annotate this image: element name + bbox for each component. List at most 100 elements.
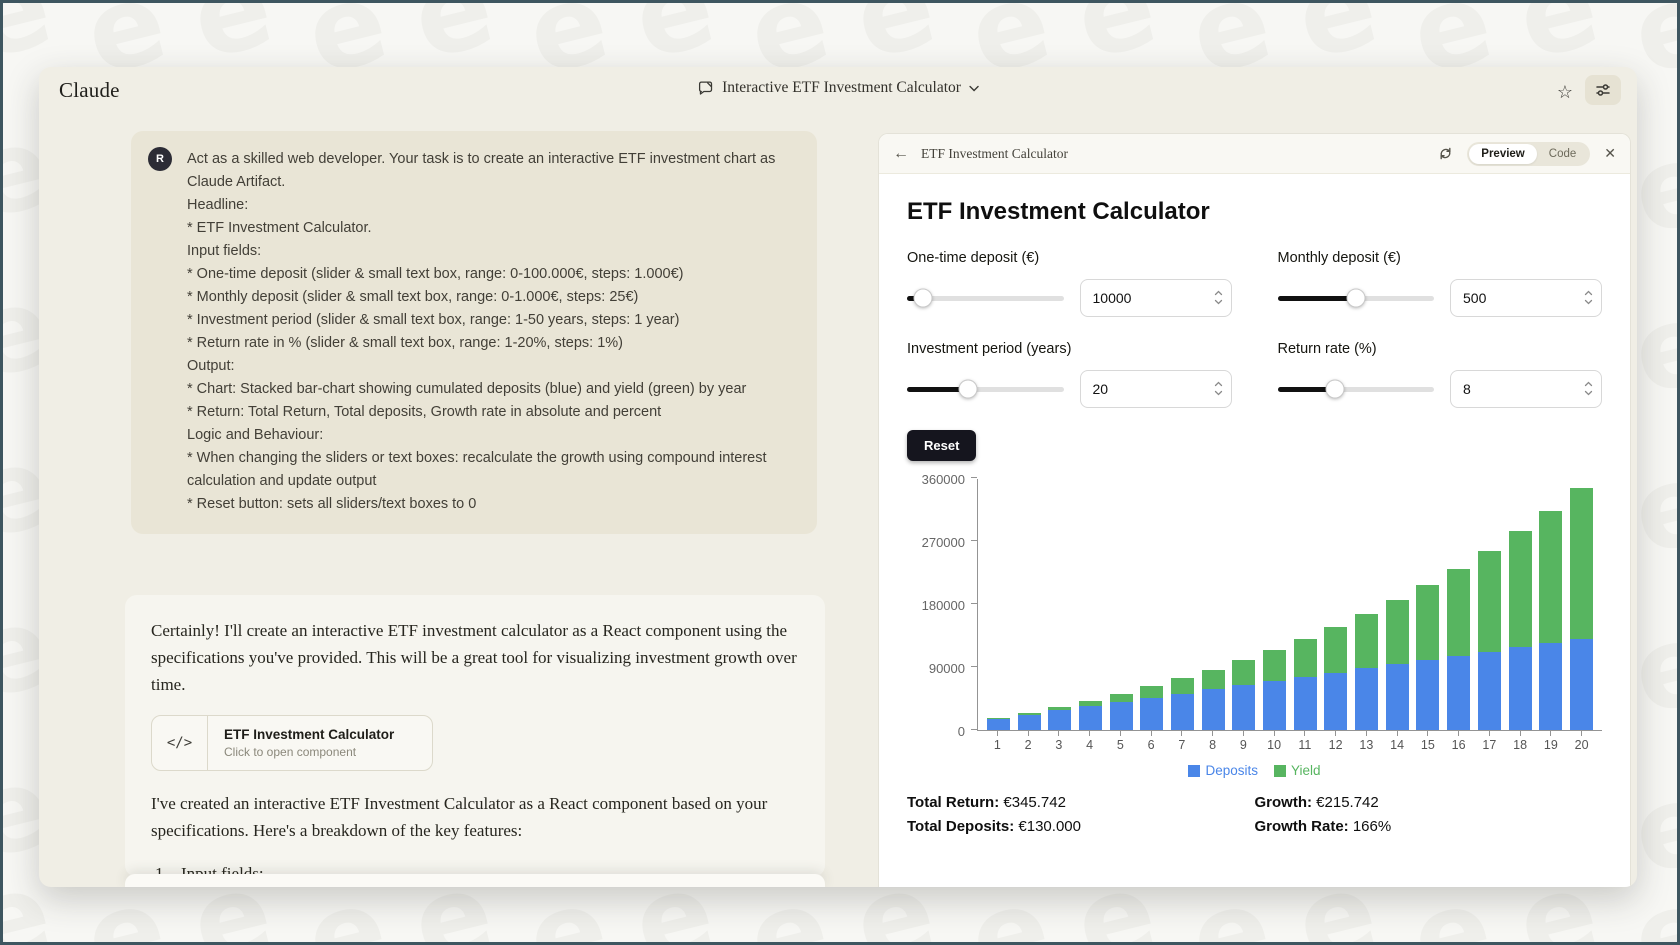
slider-thumb[interactable] <box>1346 288 1366 308</box>
y-tick-mark <box>971 729 977 730</box>
growth-rate-value: 166% <box>1352 818 1392 835</box>
assistant-followup: I've created an interactive ETF Investme… <box>151 794 768 840</box>
x-tick: 15 <box>1416 731 1439 755</box>
chart-y-axis: 0 90000 180000 270000 360000 <box>907 472 977 755</box>
bar-yield <box>1447 568 1471 656</box>
x-tick: 17 <box>1478 731 1501 755</box>
investment-period-label: Investment period (years) <box>907 341 1072 357</box>
user-message-line: * Reset button: sets all sliders/text bo… <box>187 496 477 512</box>
preview-code-toggle: Preview Code <box>1467 141 1591 166</box>
bar-yield <box>1569 487 1593 639</box>
user-message-line: * When changing the sliders or text boxe… <box>187 450 767 489</box>
return-rate-slider[interactable] <box>1277 379 1434 399</box>
bar-deposits <box>1293 676 1317 730</box>
bar-year-19 <box>1539 510 1563 730</box>
one-time-deposit-label: One-time deposit (€) <box>907 250 1040 266</box>
tab-preview[interactable]: Preview <box>1469 143 1537 164</box>
reset-button[interactable]: Reset <box>907 430 977 461</box>
monthly-deposit-input[interactable] <box>1450 279 1602 317</box>
growth-rate-stat: Growth Rate: 166% <box>1255 818 1603 835</box>
tab-code[interactable]: Code <box>1548 147 1577 160</box>
investment-period-input[interactable] <box>1079 370 1232 408</box>
stepper-icon[interactable] <box>1214 289 1223 306</box>
settings-button[interactable] <box>1585 75 1621 105</box>
monthly-deposit-label: Monthly deposit (€) <box>1277 250 1401 266</box>
x-tick: 5 <box>1109 731 1132 755</box>
bar-yield <box>1263 650 1287 681</box>
claude-logo: Claude <box>59 78 120 102</box>
bar-year-17 <box>1477 550 1501 730</box>
growth-label: Growth: <box>1254 794 1313 811</box>
bar-year-15 <box>1416 584 1440 730</box>
y-tick-label: 180000 <box>921 598 965 613</box>
user-message-line: * Investment period (slider & small text… <box>187 312 680 328</box>
artifact-panel-header: ← ETF Investment Calculator Preview Code… <box>879 134 1630 174</box>
bar-deposits <box>1109 702 1133 730</box>
bar-deposits <box>1263 681 1287 730</box>
one-time-deposit-input[interactable] <box>1079 279 1232 317</box>
bar-deposits <box>1355 668 1379 730</box>
bar-deposits <box>1232 685 1256 730</box>
legend-swatch <box>1274 764 1286 777</box>
user-message-line: Input fields: <box>187 243 262 259</box>
calculator: ETF Investment Calculator One-time depos… <box>879 174 1630 835</box>
user-message-line: Act as a skilled web developer. Your tas… <box>187 151 776 190</box>
chat-compose-icon <box>698 80 713 95</box>
bar-deposits <box>1539 643 1563 730</box>
y-tick-label: 270000 <box>921 535 965 550</box>
slider-thumb[interactable] <box>958 379 978 399</box>
control-monthly-deposit: Monthly deposit (€) <box>1277 250 1602 317</box>
close-icon[interactable]: ✕ <box>1604 145 1616 161</box>
bar-yield <box>1477 550 1501 652</box>
stepper-icon[interactable] <box>1214 380 1223 397</box>
slider-thumb[interactable] <box>1325 379 1345 399</box>
one-time-deposit-slider[interactable] <box>907 288 1064 308</box>
chat-input-bar[interactable] <box>125 874 825 887</box>
slider-thumb[interactable] <box>913 288 933 308</box>
x-tick: 20 <box>1570 731 1593 755</box>
x-tick: 19 <box>1539 731 1562 755</box>
star-icon[interactable]: ☆ <box>1556 81 1573 102</box>
bar-year-11 <box>1293 639 1317 730</box>
bar-deposits <box>1385 664 1409 730</box>
bar-year-10 <box>1263 650 1287 730</box>
user-message-line: * One-time deposit (slider & small text … <box>187 266 684 282</box>
stepper-icon[interactable] <box>1584 289 1593 306</box>
bar-year-2 <box>1017 712 1041 730</box>
background-letter: e <box>179 3 285 86</box>
monthly-deposit-slider[interactable] <box>1277 288 1434 308</box>
bar-year-13 <box>1355 614 1379 730</box>
total-return-value: €345.742 <box>1003 794 1066 811</box>
chevron-down-icon <box>969 85 979 91</box>
bar-yield <box>986 718 1010 719</box>
conversation-title-menu[interactable]: Interactive ETF Investment Calculator <box>697 79 979 97</box>
bar-year-20 <box>1569 487 1593 730</box>
x-tick: 18 <box>1509 731 1532 755</box>
bar-year-14 <box>1385 600 1409 730</box>
bar-deposits <box>1477 651 1501 730</box>
y-tick-label: 90000 <box>928 661 965 676</box>
bar-year-5 <box>1109 693 1133 730</box>
x-tick: 14 <box>1386 731 1409 755</box>
stepper-icon[interactable] <box>1584 380 1593 397</box>
assistant-message: Certainly! I'll create an interactive ET… <box>125 595 825 877</box>
bar-yield <box>1416 584 1440 660</box>
artifact-panel-title: ETF Investment Calculator <box>921 145 1068 161</box>
bar-deposits <box>1324 672 1348 730</box>
x-tick: 9 <box>1232 731 1255 755</box>
legend-swatch <box>1188 764 1201 777</box>
back-icon[interactable]: ← <box>893 144 909 162</box>
y-tick-mark <box>971 603 977 604</box>
artifact-open-card[interactable]: </> ETF Investment Calculator Click to o… <box>151 715 433 771</box>
bar-deposits <box>1078 706 1102 730</box>
y-tick-mark <box>971 666 977 667</box>
bar-deposits <box>1140 697 1164 730</box>
control-one-time-deposit: One-time deposit (€) <box>907 250 1232 317</box>
return-rate-input[interactable] <box>1450 370 1602 408</box>
growth-value: €215.742 <box>1316 794 1379 811</box>
refresh-button[interactable] <box>1438 146 1453 161</box>
background-letter: e <box>1505 3 1612 86</box>
x-tick: 3 <box>1047 731 1070 755</box>
investment-period-slider[interactable] <box>907 379 1064 399</box>
bar-deposits <box>1201 689 1225 730</box>
